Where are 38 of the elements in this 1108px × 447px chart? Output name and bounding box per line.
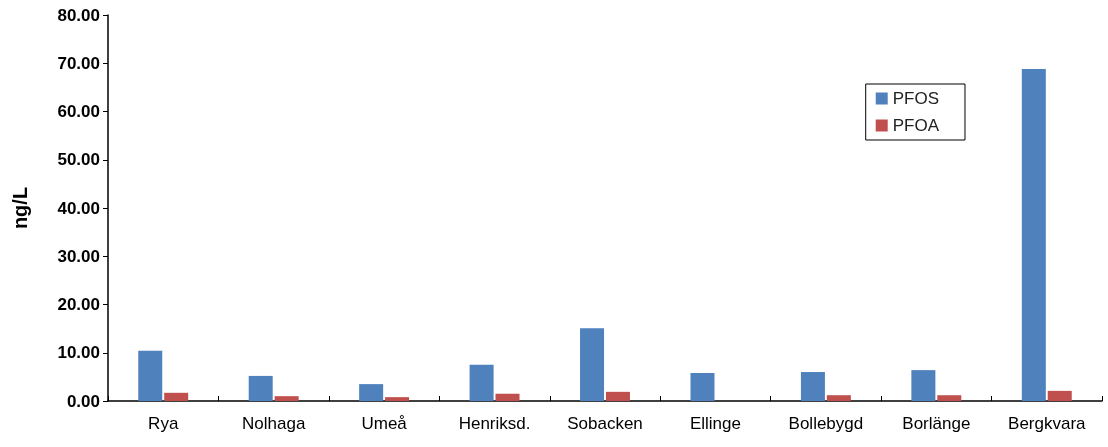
y-tick-label: 50.00 <box>57 150 100 170</box>
x-tick-label: Borlänge <box>902 414 971 433</box>
bar <box>495 393 520 401</box>
x-tick-label: Rya <box>148 414 179 433</box>
x-tick-label: Bergkvara <box>1008 414 1087 433</box>
x-tick-label: Henriksd. <box>458 414 531 433</box>
x-tick-label: Nolhaga <box>242 414 306 433</box>
x-tick-label: Sobacken <box>567 414 643 433</box>
y-tick-label: 0.00 <box>66 391 100 411</box>
x-tick-label: Umeå <box>361 414 408 433</box>
bar <box>937 395 962 401</box>
y-tick-label: 70.00 <box>57 53 100 73</box>
x-tick-label: Ellinge <box>689 414 741 433</box>
y-tick-label: 80.00 <box>57 5 100 25</box>
bar <box>826 395 851 401</box>
bar <box>605 391 630 401</box>
x-tick-label: Bollebygd <box>788 414 864 433</box>
bar <box>800 372 825 401</box>
bar <box>911 370 936 401</box>
y-tick-label: 60.00 <box>57 102 100 121</box>
bar <box>164 392 189 401</box>
bar <box>690 373 715 401</box>
y-tick-label: 40.00 <box>57 198 100 218</box>
legend-label: PFOA <box>892 116 940 135</box>
bar <box>274 396 299 401</box>
y-tick-label: 10.00 <box>57 343 100 363</box>
bar <box>1047 390 1072 401</box>
bar <box>1021 69 1046 401</box>
bar <box>469 364 494 401</box>
bar <box>138 350 163 401</box>
bar <box>359 384 384 401</box>
legend-label: PFOS <box>892 89 940 108</box>
y-axis-title: ng/L <box>9 186 31 230</box>
bar <box>248 375 273 401</box>
y-tick-label: 20.00 <box>57 295 100 314</box>
bar <box>580 328 605 401</box>
y-tick-label: 30.00 <box>57 246 100 266</box>
bar <box>385 397 410 401</box>
